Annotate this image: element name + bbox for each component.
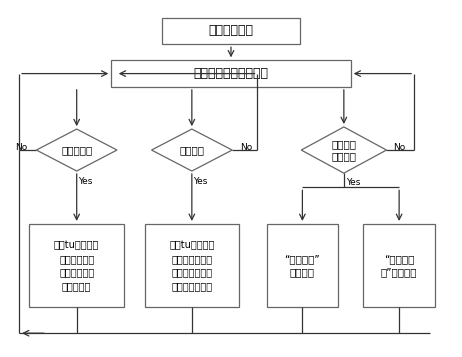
FancyBboxPatch shape bbox=[162, 17, 300, 44]
Text: No: No bbox=[240, 143, 252, 152]
Text: 站域后备保护: 站域后备保护 bbox=[208, 24, 254, 37]
Polygon shape bbox=[36, 129, 117, 171]
Text: 延时tu范围内持
续满足，则跳开
正方向阻抗元件
启动侧的断路器: 延时tu范围内持 续满足，则跳开 正方向阻抗元件 启动侧的断路器 bbox=[169, 240, 214, 291]
Text: No: No bbox=[16, 143, 28, 152]
FancyBboxPatch shape bbox=[145, 224, 239, 307]
Polygon shape bbox=[152, 129, 232, 171]
Text: “变压器故
障”判断模块: “变压器故 障”判断模块 bbox=[381, 254, 417, 277]
Text: “母线故障”
判断模块: “母线故障” 判断模块 bbox=[285, 254, 320, 277]
Text: 延时tu范围内持
续满足，则跳
该断路器相邻
所有断路器: 延时tu范围内持 续满足，则跳 该断路器相邻 所有断路器 bbox=[54, 240, 99, 291]
FancyBboxPatch shape bbox=[364, 224, 435, 307]
FancyBboxPatch shape bbox=[111, 60, 351, 87]
Text: Yes: Yes bbox=[78, 177, 92, 186]
Text: Yes: Yes bbox=[193, 177, 207, 186]
Text: Yes: Yes bbox=[346, 177, 360, 187]
FancyBboxPatch shape bbox=[267, 224, 338, 307]
Text: 故障识别
启动条件: 故障识别 启动条件 bbox=[331, 139, 356, 161]
Text: 接收、分配开关量信息: 接收、分配开关量信息 bbox=[194, 67, 268, 80]
Text: No: No bbox=[393, 143, 406, 152]
Text: 死区故障: 死区故障 bbox=[179, 145, 204, 155]
Text: 断路器失灵: 断路器失灵 bbox=[61, 145, 92, 155]
Polygon shape bbox=[301, 127, 386, 173]
FancyBboxPatch shape bbox=[30, 224, 124, 307]
